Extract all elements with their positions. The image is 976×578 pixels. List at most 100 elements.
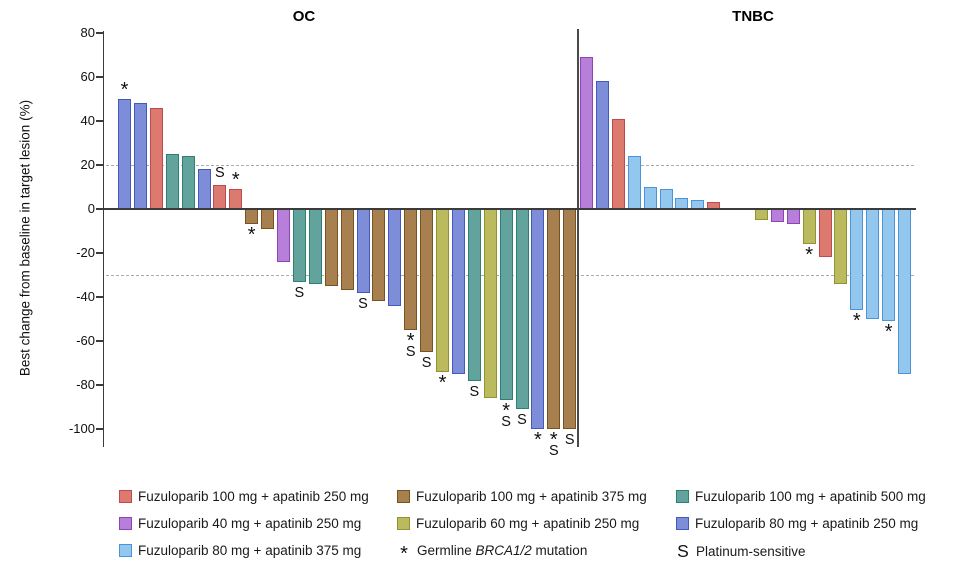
legend-swatch bbox=[676, 517, 689, 530]
bar bbox=[118, 99, 131, 209]
bar bbox=[580, 57, 593, 209]
bar bbox=[643, 187, 657, 209]
x-axis-zero-line bbox=[102, 208, 916, 210]
y-tick-label: 60 bbox=[80, 69, 95, 84]
bar bbox=[451, 209, 465, 374]
bar bbox=[372, 209, 386, 302]
bar bbox=[515, 209, 529, 410]
bar bbox=[149, 107, 163, 209]
y-tick-label: -40 bbox=[76, 289, 95, 304]
y-tick-mark bbox=[95, 164, 103, 166]
y-tick-mark bbox=[95, 208, 103, 210]
y-tick-label: 20 bbox=[80, 157, 95, 172]
y-tick-label: 40 bbox=[80, 113, 95, 128]
bar-mark-brca-asterisk: * bbox=[406, 330, 415, 352]
bar bbox=[754, 209, 768, 220]
legend-swatch bbox=[119, 517, 132, 530]
bar bbox=[898, 209, 911, 374]
legend-swatch bbox=[397, 490, 410, 503]
legend-item: S Platinum-sensitive bbox=[676, 541, 806, 561]
bar bbox=[563, 209, 577, 429]
bar-mark-platinum-sensitive: S bbox=[421, 355, 432, 371]
bar-mark-platinum-sensitive: S bbox=[517, 412, 527, 429]
bar bbox=[786, 209, 800, 225]
bar bbox=[292, 209, 306, 282]
bar bbox=[308, 209, 322, 284]
y-axis-line bbox=[102, 31, 104, 447]
y-axis-title: Best change from baseline in target lesi… bbox=[17, 99, 33, 377]
y-tick-mark bbox=[95, 428, 103, 430]
legend-item: Fuzuloparib 80 mg + apatinib 375 mg bbox=[119, 543, 361, 558]
legend-swatch bbox=[119, 544, 132, 557]
legend-item: Fuzuloparib 100 mg + apatinib 375 mg bbox=[397, 489, 647, 504]
bar bbox=[356, 209, 370, 293]
bar-mark-brca-asterisk: * bbox=[120, 79, 129, 101]
bar bbox=[340, 209, 354, 291]
bar-mark-brca-asterisk: * bbox=[247, 224, 256, 247]
legend-swatch bbox=[676, 490, 689, 503]
bar-mark-brca-asterisk: * bbox=[884, 321, 893, 344]
y-tick-mark bbox=[95, 296, 103, 298]
legend-label: Fuzuloparib 80 mg + apatinib 375 mg bbox=[138, 543, 362, 558]
bar-mark-platinum-sensitive: S bbox=[294, 284, 305, 301]
y-tick-mark bbox=[95, 120, 103, 122]
bar-mark-brca-asterisk: * bbox=[502, 400, 510, 423]
y-tick-label: -100 bbox=[68, 421, 95, 436]
legend-item: Fuzuloparib 60 mg + apatinib 250 mg bbox=[397, 516, 639, 531]
bar-mark-brca-asterisk: * bbox=[533, 429, 542, 451]
legend-swatch bbox=[119, 490, 132, 503]
bar bbox=[181, 156, 195, 209]
legend-item: Fuzuloparib 100 mg + apatinib 250 mg bbox=[119, 489, 369, 504]
y-tick-mark bbox=[95, 252, 103, 254]
bar bbox=[770, 209, 784, 223]
y-tick-mark bbox=[95, 76, 103, 78]
bar bbox=[499, 209, 513, 401]
bar bbox=[483, 209, 497, 399]
bar bbox=[324, 209, 338, 286]
bar bbox=[802, 209, 816, 245]
legend-swatch bbox=[397, 517, 410, 530]
bar bbox=[547, 209, 561, 429]
y-tick-label: 80 bbox=[80, 25, 95, 40]
y-tick-label: -80 bbox=[76, 377, 95, 392]
reference-line-20 bbox=[106, 165, 914, 166]
bar-mark-brca-asterisk: * bbox=[805, 244, 813, 267]
y-tick-mark bbox=[95, 340, 103, 342]
bar-mark-platinum-sensitive: S bbox=[548, 443, 559, 459]
legend-label: Platinum-sensitive bbox=[696, 544, 806, 559]
panel-title-oc: OC bbox=[292, 8, 316, 25]
bar bbox=[611, 118, 625, 209]
legend-label: Fuzuloparib 100 mg + apatinib 375 mg bbox=[416, 489, 647, 504]
platinum-sensitive-icon: S bbox=[677, 541, 689, 561]
bar bbox=[404, 209, 418, 330]
y-tick-label: -20 bbox=[76, 245, 95, 260]
bar bbox=[436, 209, 449, 372]
legend-label: Germline BRCA1/2 mutation bbox=[417, 543, 588, 558]
bar bbox=[229, 189, 243, 209]
bar-mark-platinum-sensitive: S bbox=[215, 164, 225, 181]
y-tick-mark bbox=[95, 32, 103, 34]
bar bbox=[595, 81, 609, 209]
bar bbox=[882, 209, 896, 322]
bar bbox=[245, 209, 259, 225]
bar bbox=[388, 209, 402, 306]
bar bbox=[467, 209, 481, 381]
bar-mark-platinum-sensitive: S bbox=[405, 344, 416, 360]
y-tick-mark bbox=[95, 384, 103, 386]
bar-mark-brca-asterisk: * bbox=[438, 371, 447, 394]
bar-mark-platinum-sensitive: S bbox=[564, 432, 575, 448]
panel-title-tnbc: TNBC bbox=[732, 8, 774, 25]
legend-label: Fuzuloparib 100 mg + apatinib 500 mg bbox=[695, 489, 926, 504]
bar-mark-brca-asterisk: * bbox=[852, 310, 861, 333]
bar bbox=[659, 189, 673, 209]
bar bbox=[866, 209, 880, 319]
legend-item: Fuzuloparib 100 mg + apatinib 500 mg bbox=[676, 489, 926, 504]
bar bbox=[834, 209, 848, 284]
bar bbox=[850, 209, 864, 311]
bar-mark-platinum-sensitive: S bbox=[501, 414, 511, 431]
bar-mark-platinum-sensitive: S bbox=[358, 295, 368, 312]
bar bbox=[165, 154, 179, 209]
panel-separator bbox=[577, 29, 579, 447]
bar bbox=[133, 103, 147, 209]
